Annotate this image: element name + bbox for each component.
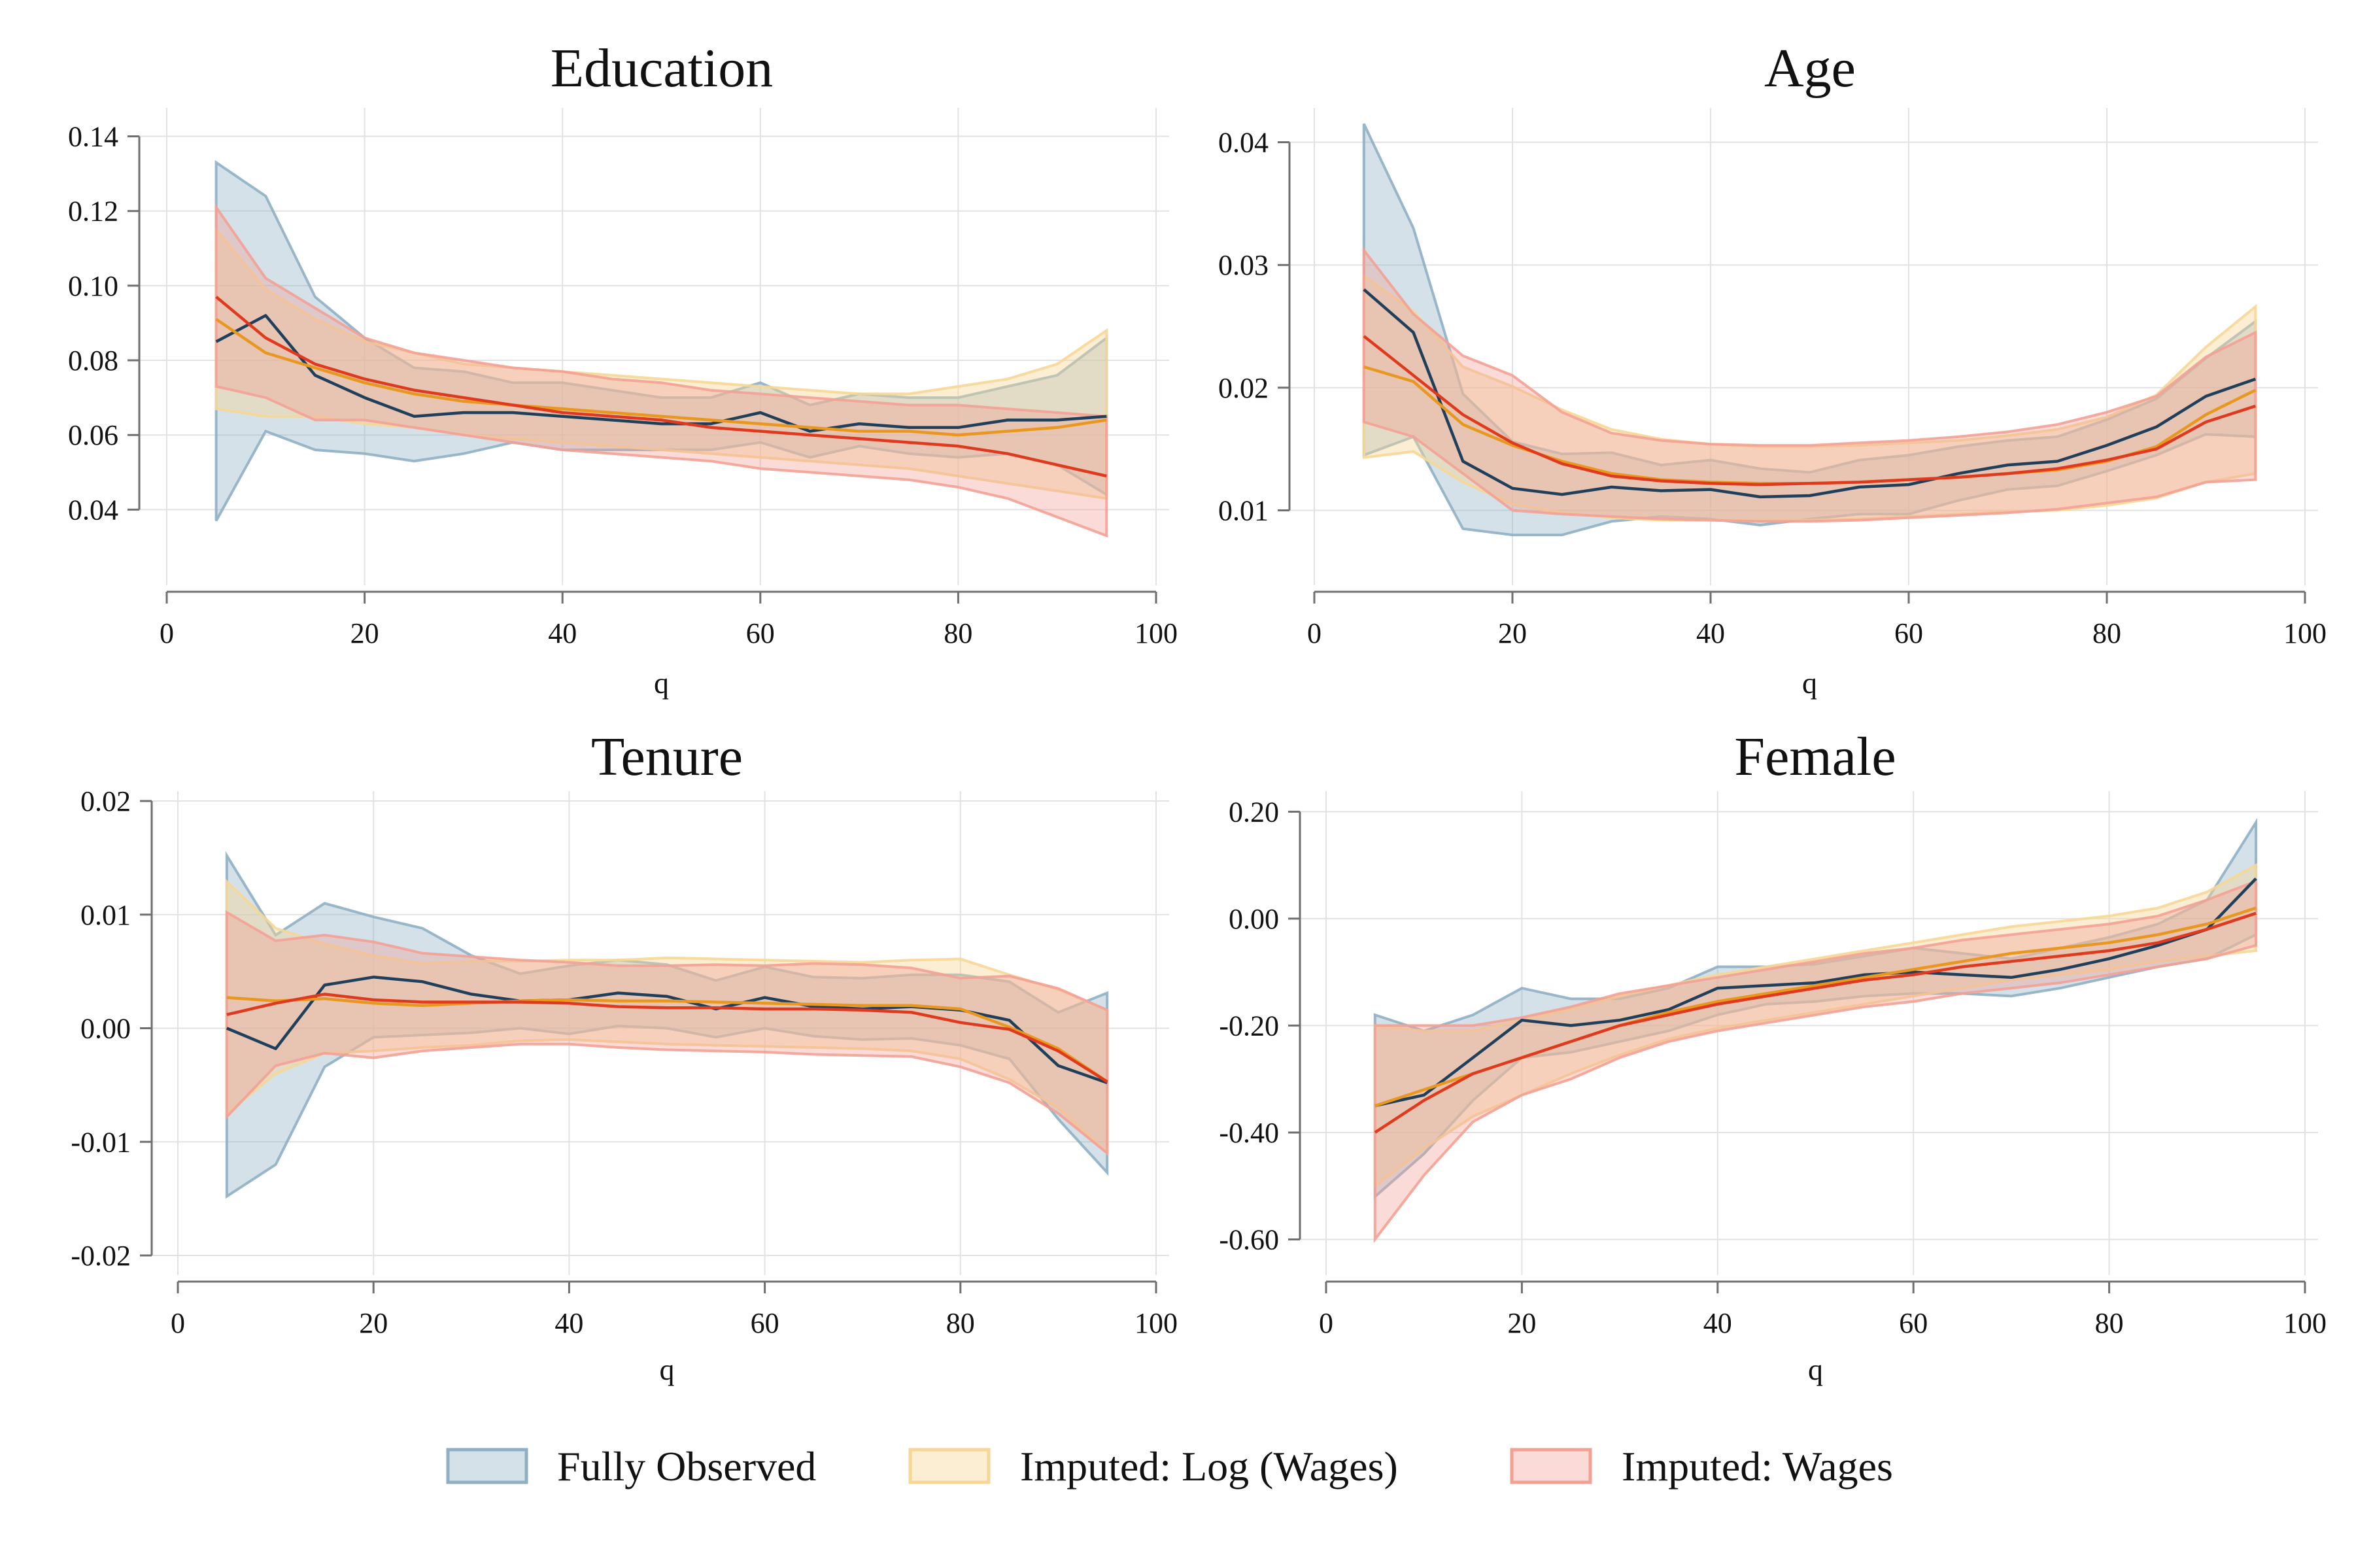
x-tick-label: 0 bbox=[1307, 617, 1322, 649]
x-tick-label: 80 bbox=[2092, 617, 2121, 649]
panel-title: Age bbox=[1764, 38, 1856, 99]
x-tick-label: 40 bbox=[1703, 1307, 1732, 1339]
y-tick-label: 0.10 bbox=[68, 270, 118, 302]
x-tick-label: 40 bbox=[554, 1307, 583, 1339]
y-tick-label: 0.00 bbox=[80, 1013, 131, 1045]
panel-female: -0.60 -0.40 -0.20 0.00 0.20 0 20 40 60 80 100 q Fema… bbox=[1219, 726, 2327, 1386]
x-tick-label: 20 bbox=[1507, 1307, 1536, 1339]
x-axis-label: q bbox=[1808, 1353, 1823, 1386]
legend-label: Imputed: Wages bbox=[1622, 1443, 1893, 1490]
y-tick-label: 0.01 bbox=[80, 899, 131, 931]
x-tick-label: 60 bbox=[751, 1307, 779, 1339]
y-tick-label: 0.04 bbox=[1218, 127, 1269, 159]
x-tick-label: 100 bbox=[1134, 617, 1178, 649]
y-tick-label: 0.04 bbox=[68, 494, 118, 526]
ci-band-fully-observed bbox=[225, 851, 1109, 1199]
x-tick-label: 60 bbox=[746, 617, 775, 649]
x-tick-label: 20 bbox=[359, 1307, 388, 1339]
x-tick-label: 0 bbox=[160, 617, 174, 649]
legend-swatch-imputed-wages bbox=[1510, 1448, 1592, 1484]
x-tick-label: 100 bbox=[2283, 1307, 2327, 1339]
panel-tenure: -0.02 -0.01 0.00 0.01 0.02 0 20 40 60 80 100 q Tenur… bbox=[71, 726, 1178, 1386]
x-tick-label: 80 bbox=[944, 617, 972, 649]
legend-swatch-fully-observed bbox=[446, 1448, 528, 1484]
x-axis-label: q bbox=[1802, 666, 1817, 700]
y-tick-label: 0.01 bbox=[1218, 495, 1269, 527]
y-tick-label: 0.06 bbox=[68, 419, 118, 451]
panel-age: 0.01 0.02 0.03 0.04 0 20 40 60 80 100 q Age bbox=[1218, 38, 2327, 700]
legend: Fully Observed Imputed: Log (Wages) Impute… bbox=[446, 1443, 1893, 1490]
x-tick-label: 20 bbox=[1498, 617, 1527, 649]
y-tick-label: -0.40 bbox=[1219, 1117, 1279, 1149]
y-tick-label: 0.14 bbox=[68, 121, 118, 153]
x-tick-label: 100 bbox=[1134, 1307, 1178, 1339]
y-tick-label: -0.20 bbox=[1219, 1010, 1279, 1042]
x-tick-label: 40 bbox=[548, 617, 577, 649]
y-tick-label: 0.08 bbox=[68, 345, 118, 377]
y-tick-label: -0.02 bbox=[71, 1240, 131, 1272]
x-tick-label: 80 bbox=[946, 1307, 975, 1339]
y-tick-label: 0.20 bbox=[1229, 796, 1279, 828]
y-tick-label: 0.02 bbox=[80, 785, 131, 817]
x-tick-label: 60 bbox=[1894, 617, 1923, 649]
panel-education: 0.04 0.06 0.08 0.10 0.12 0.14 0 20 40 60 80 100 q Edu… bbox=[68, 38, 1178, 700]
y-tick-label: 0.00 bbox=[1229, 903, 1279, 935]
x-tick-label: 100 bbox=[2283, 617, 2327, 649]
y-tick-label: -0.60 bbox=[1219, 1223, 1279, 1255]
x-tick-label: 20 bbox=[350, 617, 379, 649]
y-tick-label: 0.03 bbox=[1218, 249, 1269, 281]
ci-band-imputed-wages bbox=[225, 910, 1109, 1156]
ci-band-imputed-wages bbox=[214, 203, 1108, 538]
x-tick-label: 80 bbox=[2095, 1307, 2124, 1339]
legend-label: Fully Observed bbox=[557, 1443, 816, 1490]
x-axis-label: q bbox=[654, 666, 669, 700]
y-tick-label: 0.12 bbox=[68, 196, 118, 228]
x-axis-label: q bbox=[660, 1353, 675, 1386]
panel-title: Tenure bbox=[591, 726, 743, 787]
legend-swatch-imputed-log bbox=[908, 1448, 991, 1484]
y-tick-label: 0.02 bbox=[1218, 372, 1269, 404]
ci-band-imputed-wages bbox=[1373, 879, 2258, 1244]
panel-title: Female bbox=[1734, 726, 1896, 787]
x-tick-label: 60 bbox=[1899, 1307, 1928, 1339]
ci-band-imputed-wages bbox=[1362, 246, 2257, 523]
x-tick-label: 40 bbox=[1696, 617, 1725, 649]
legend-label: Imputed: Log (Wages) bbox=[1020, 1443, 1398, 1490]
x-tick-label: 0 bbox=[171, 1307, 185, 1339]
x-tick-label: 0 bbox=[1319, 1307, 1333, 1339]
panel-title: Education bbox=[551, 38, 774, 99]
y-tick-label: -0.01 bbox=[71, 1126, 131, 1158]
